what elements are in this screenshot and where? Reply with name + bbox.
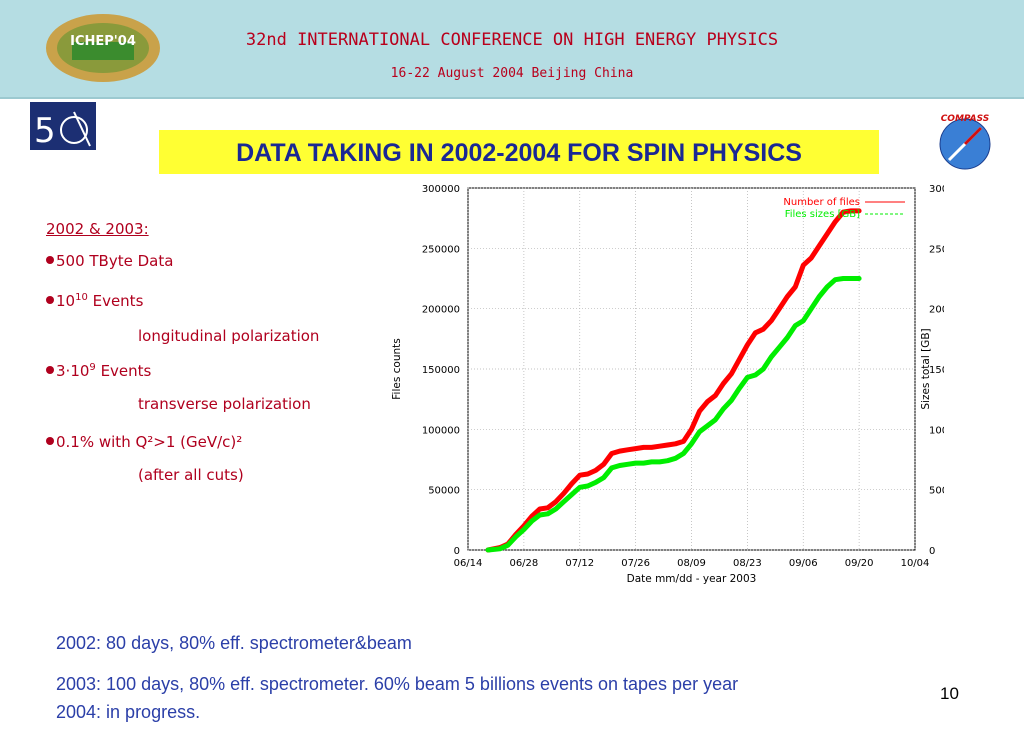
compass-logo-text: COMPASS bbox=[941, 114, 990, 124]
notes-heading: 2002 & 2003: bbox=[46, 220, 149, 238]
y2-tick-label: 200000 bbox=[929, 305, 944, 316]
bullet-icon bbox=[46, 256, 54, 264]
bullet-icon bbox=[46, 437, 54, 445]
x-tick-label: 09/06 bbox=[789, 558, 818, 569]
y-tick-label: 250000 bbox=[422, 244, 460, 255]
conference-title: 32nd INTERNATIONAL CONFERENCE ON HIGH EN… bbox=[245, 30, 779, 50]
y2-tick-label: 250000 bbox=[929, 244, 944, 255]
x-tick-label: 10/04 bbox=[901, 558, 930, 569]
series-line-number-of-files bbox=[485, 208, 862, 553]
conference-dates: 16-22 August 2004 Beijing China bbox=[390, 66, 634, 81]
x-tick-label: 08/23 bbox=[733, 558, 762, 569]
x-tick-label: 07/12 bbox=[565, 558, 594, 569]
bullet-icon bbox=[46, 296, 54, 304]
conference-header: ICHEP'04 32nd INTERNATIONAL CONFERENCE O… bbox=[0, 0, 1024, 99]
y2-tick-label: 300000 bbox=[929, 184, 944, 195]
ichep-logo-text: ICHEP'04 bbox=[70, 34, 136, 49]
y-tick-label: 0 bbox=[454, 546, 460, 557]
note-sub-after-cuts: (after all cuts) bbox=[138, 466, 244, 484]
footer-line-2004: 2004: in progress. bbox=[56, 702, 201, 722]
bullet-icon bbox=[46, 366, 54, 374]
slide-title: DATA TAKING IN 2002-2004 FOR SPIN PHYSIC… bbox=[159, 130, 879, 174]
note-item-data-volume: 500 TByte Data bbox=[46, 252, 173, 270]
x-tick-label: 06/28 bbox=[509, 558, 538, 569]
y-tick-label: 50000 bbox=[428, 486, 460, 497]
note-item-longitudinal-events: 1010 Events bbox=[46, 292, 143, 310]
series-line-files-sizes bbox=[485, 276, 862, 553]
y2-axis-label: Sizes total [GB] bbox=[920, 328, 932, 409]
y-axis-label: Files counts bbox=[391, 338, 403, 399]
y2-tick-label: 50000 bbox=[929, 486, 944, 497]
svg-text:5: 5 bbox=[34, 111, 56, 150]
y-tick-label: 100000 bbox=[422, 425, 460, 436]
page-number: 10 bbox=[940, 684, 959, 703]
x-axis-label: Date mm/dd - year 2003 bbox=[627, 573, 757, 585]
y-tick-label: 200000 bbox=[422, 305, 460, 316]
ichep-logo: ICHEP'04 bbox=[46, 14, 160, 82]
note-sub-longitudinal: longitudinal polarization bbox=[138, 327, 320, 345]
y-tick-label: 150000 bbox=[422, 365, 460, 376]
footer-line-2002: 2002: 80 days, 80% eff. spectrometer&bea… bbox=[56, 633, 412, 653]
y-tick-label: 300000 bbox=[422, 184, 460, 195]
x-tick-label: 09/20 bbox=[845, 558, 874, 569]
y2-tick-label: 0 bbox=[929, 546, 935, 557]
footer-line-2003: 2003: 100 days, 80% eff. spectrometer. 6… bbox=[56, 674, 739, 694]
legend-label: Number of files bbox=[783, 197, 860, 208]
y2-tick-label: 100000 bbox=[929, 425, 944, 436]
compass-logo: COMPASS bbox=[939, 114, 991, 170]
files-chart: 0 0 50000 50000 100000 100000 150000 150000 2000… bbox=[391, 184, 944, 585]
x-tick-label: 08/09 bbox=[677, 558, 706, 569]
note-sub-transverse: transverse polarization bbox=[138, 395, 311, 413]
cern-50-logo: 5 bbox=[30, 102, 96, 150]
note-item-transverse-events: 3·109 Events bbox=[46, 362, 151, 380]
x-tick-label: 06/14 bbox=[454, 558, 483, 569]
y2-tick-label: 150000 bbox=[929, 365, 944, 376]
x-tick-label: 07/26 bbox=[621, 558, 650, 569]
legend-label: Files sizes [GB] bbox=[785, 209, 860, 220]
note-item-q2-fraction: 0.1% with Q²>1 (GeV/c)² bbox=[46, 433, 242, 451]
